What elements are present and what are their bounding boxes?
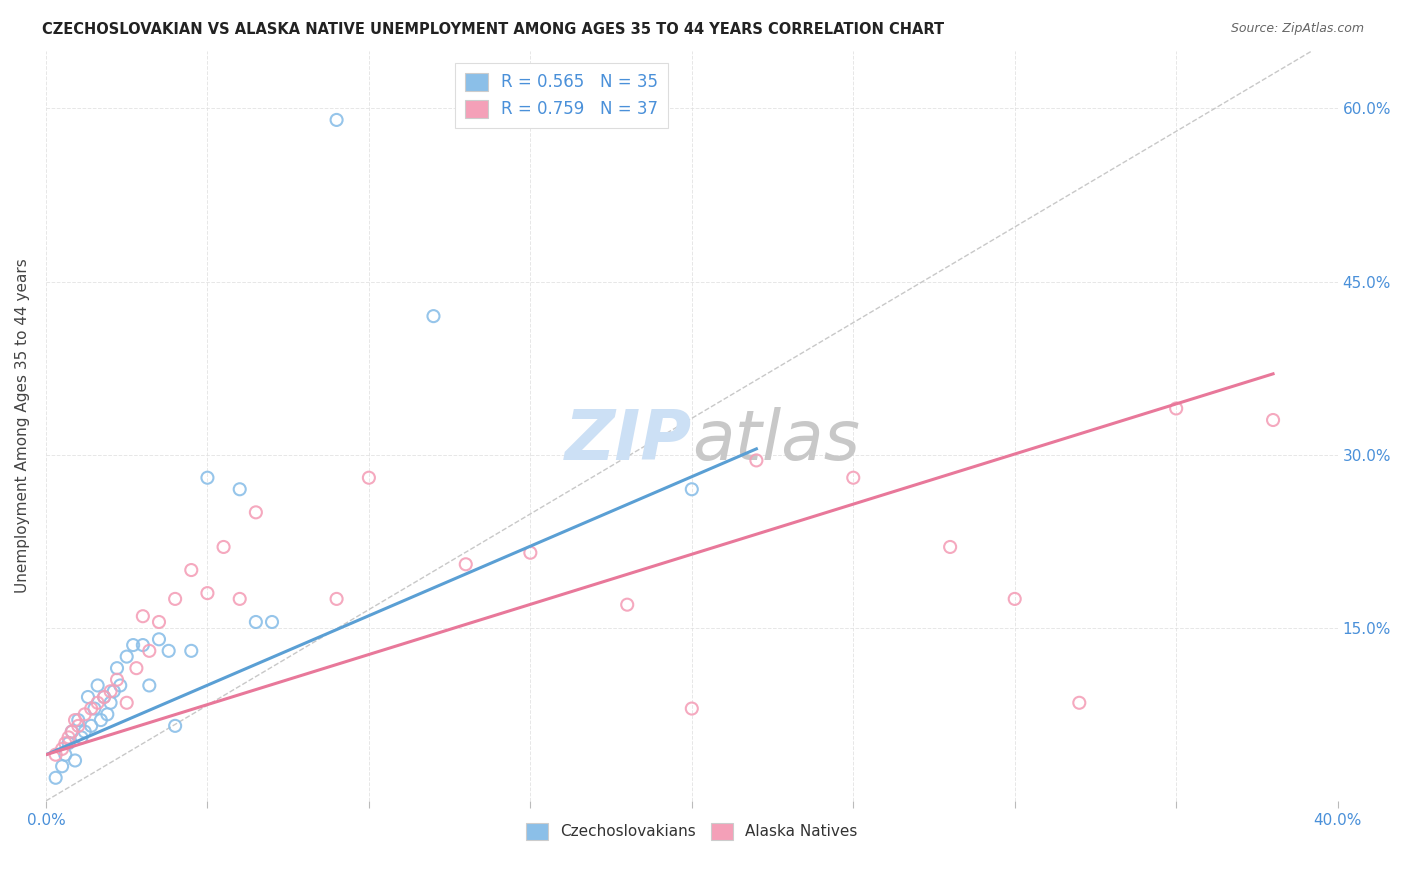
Point: [73, 707, 96, 722]
Point: [60, 724, 83, 739]
Point: [260, 615, 283, 629]
Point: [125, 661, 148, 675]
Point: [51, 759, 73, 773]
Point: [63, 754, 86, 768]
Point: [51, 742, 73, 756]
Point: [245, 615, 267, 629]
Point: [357, 471, 380, 485]
Point: [180, 563, 202, 577]
Point: [80, 719, 103, 733]
Point: [212, 540, 235, 554]
Point: [70, 731, 93, 745]
Point: [681, 701, 703, 715]
Point: [105, 673, 128, 687]
Point: [1004, 591, 1026, 606]
Point: [148, 615, 170, 629]
Point: [681, 482, 703, 496]
Point: [939, 540, 962, 554]
Point: [105, 661, 128, 675]
Point: [115, 696, 138, 710]
Point: [93, 690, 115, 704]
Point: [100, 696, 122, 710]
Point: [67, 713, 90, 727]
Point: [86, 678, 108, 692]
Point: [616, 598, 638, 612]
Point: [122, 638, 145, 652]
Point: [77, 690, 100, 704]
Point: [165, 719, 187, 733]
Point: [745, 453, 768, 467]
Point: [60, 724, 83, 739]
Point: [197, 586, 219, 600]
Point: [90, 713, 112, 727]
Point: [454, 558, 477, 572]
Point: [228, 482, 250, 496]
Point: [325, 591, 347, 606]
Point: [132, 638, 155, 652]
Point: [165, 591, 187, 606]
Point: [96, 707, 118, 722]
Point: [1166, 401, 1188, 416]
Point: [1261, 413, 1284, 427]
Point: [58, 731, 80, 745]
Point: [132, 609, 155, 624]
Point: [45, 771, 67, 785]
Legend: Czechoslovakians, Alaska Natives: Czechoslovakians, Alaska Natives: [520, 817, 863, 846]
Point: [245, 505, 267, 519]
Text: CZECHOSLOVAKIAN VS ALASKA NATIVE UNEMPLOYMENT AMONG AGES 35 TO 44 YEARS CORRELAT: CZECHOSLOVAKIAN VS ALASKA NATIVE UNEMPLO…: [42, 22, 945, 37]
Point: [115, 649, 138, 664]
Point: [93, 690, 115, 704]
Point: [180, 644, 202, 658]
Point: [148, 632, 170, 647]
Point: [138, 644, 160, 658]
Point: [325, 112, 347, 127]
Text: ZIP: ZIP: [565, 408, 692, 475]
Point: [67, 719, 90, 733]
Point: [110, 678, 132, 692]
Point: [103, 684, 125, 698]
Point: [86, 696, 108, 710]
Point: [80, 701, 103, 715]
Point: [842, 471, 865, 485]
Point: [422, 309, 444, 323]
Point: [138, 678, 160, 692]
Point: [83, 701, 105, 715]
Point: [53, 747, 76, 762]
Point: [63, 713, 86, 727]
Point: [1069, 696, 1091, 710]
Point: [157, 644, 180, 658]
Text: atlas: atlas: [692, 408, 860, 475]
Text: Source: ZipAtlas.com: Source: ZipAtlas.com: [1230, 22, 1364, 36]
Point: [58, 736, 80, 750]
Point: [100, 684, 122, 698]
Point: [45, 747, 67, 762]
Point: [73, 724, 96, 739]
Point: [228, 591, 250, 606]
Point: [53, 736, 76, 750]
Point: [519, 546, 541, 560]
Y-axis label: Unemployment Among Ages 35 to 44 years: Unemployment Among Ages 35 to 44 years: [15, 259, 30, 593]
Point: [197, 471, 219, 485]
